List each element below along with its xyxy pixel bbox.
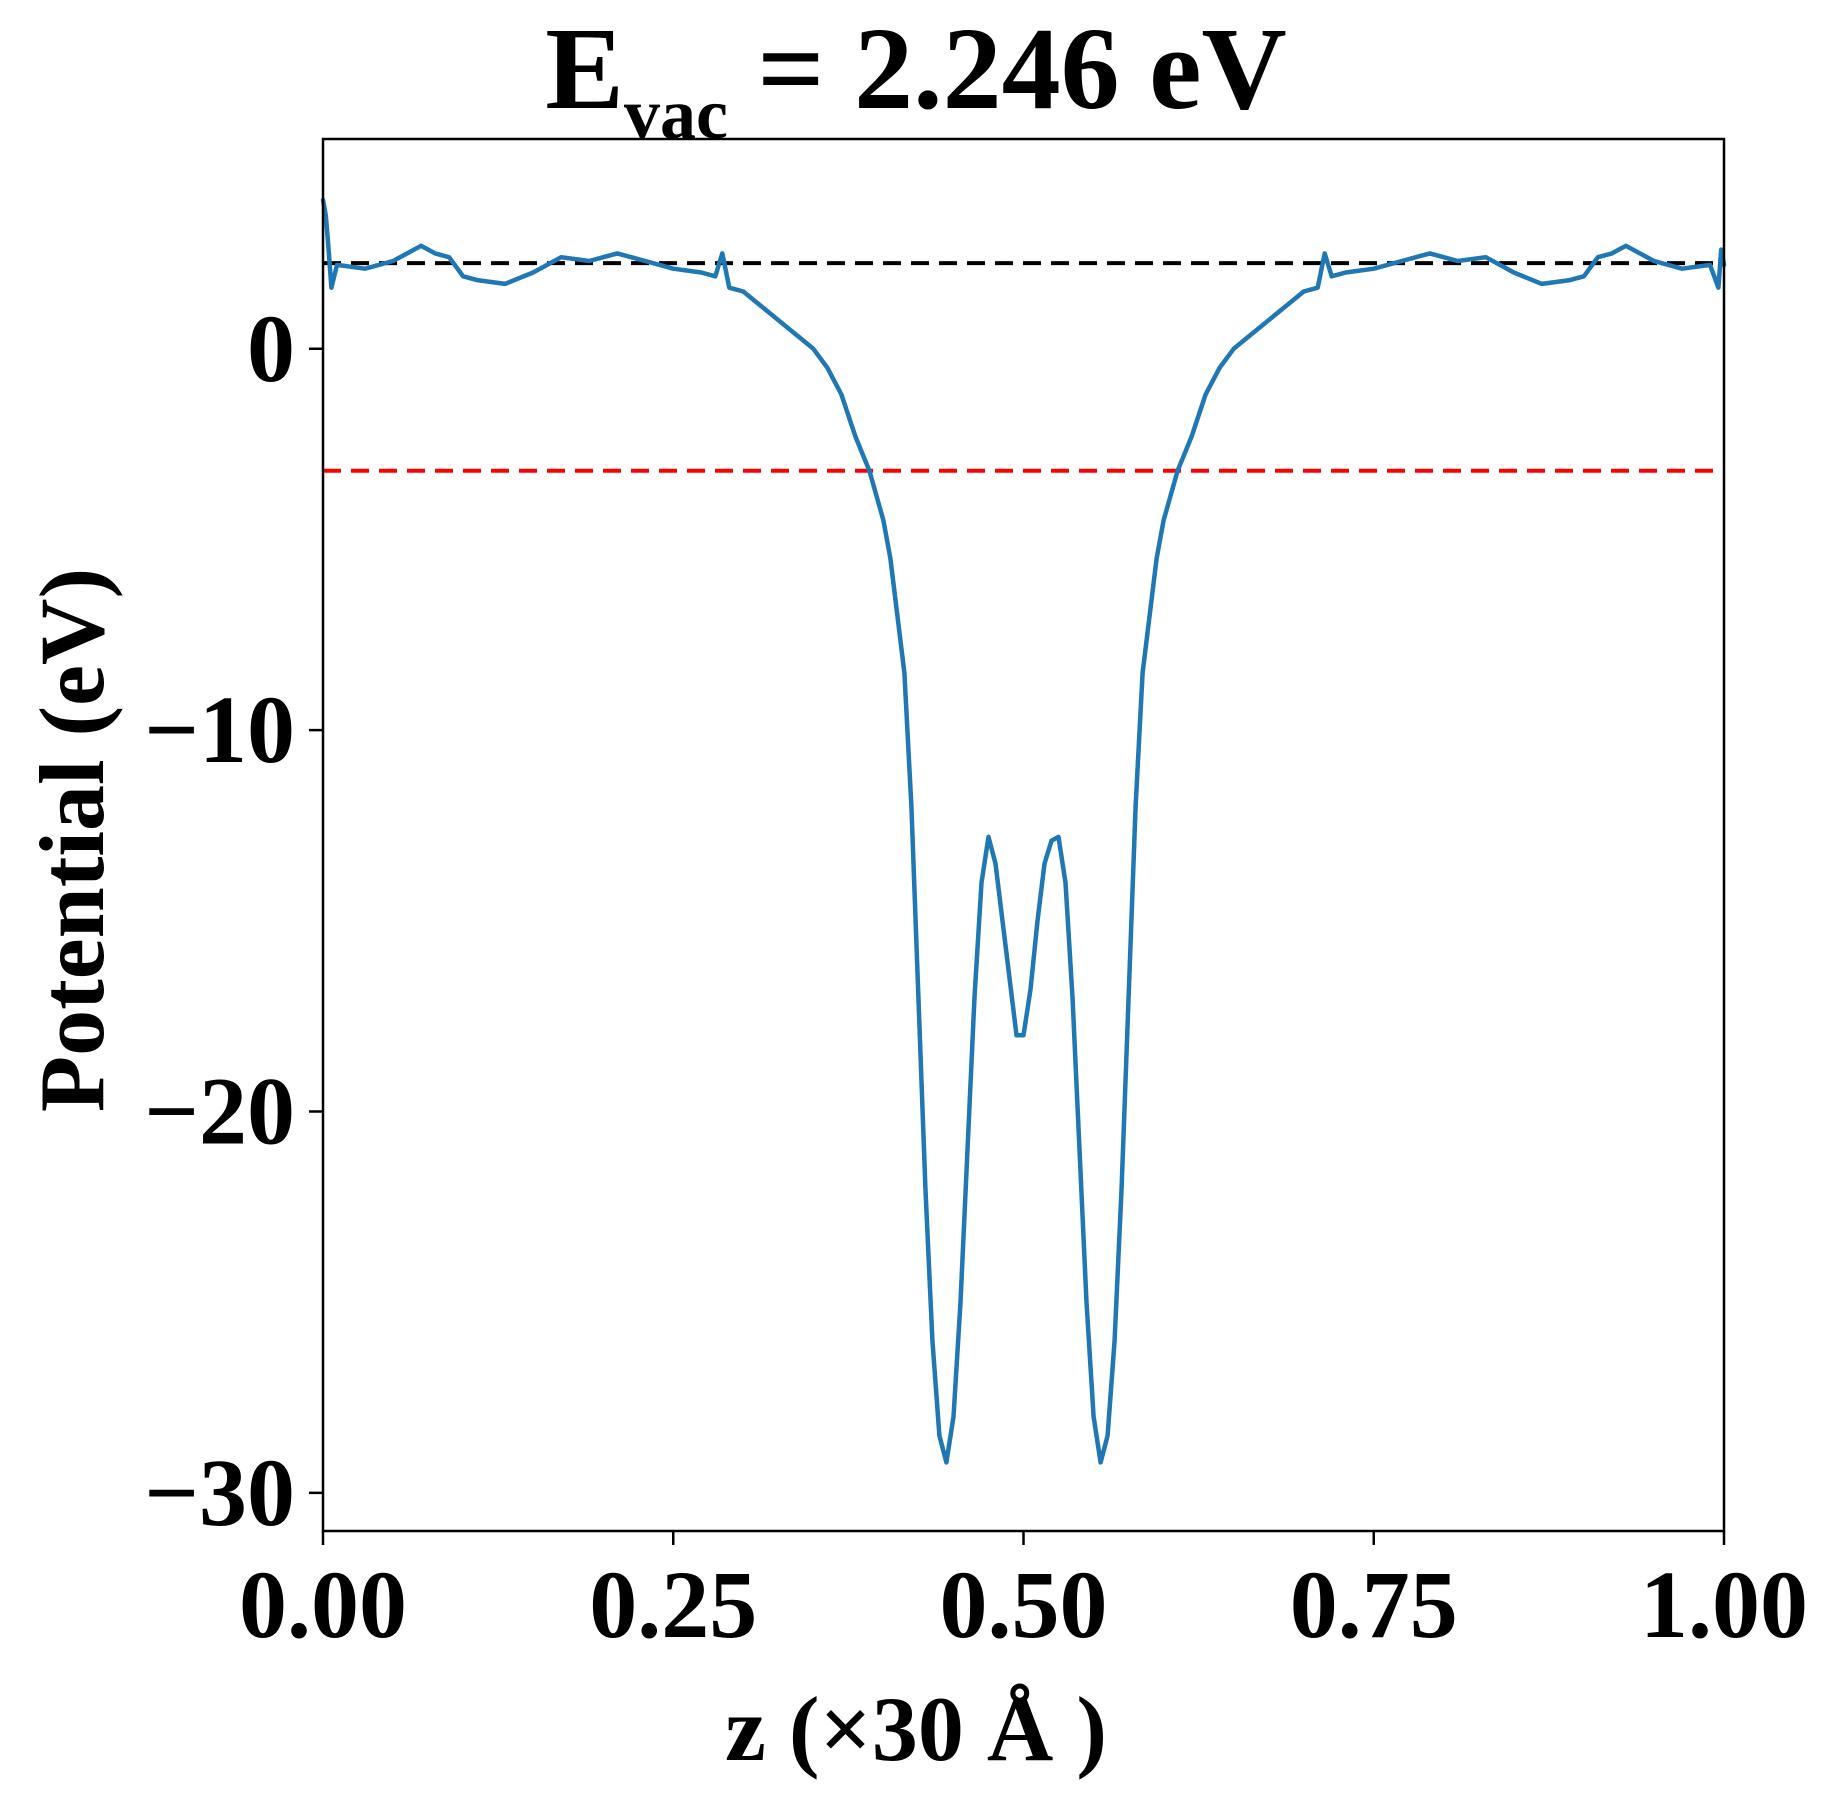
chart-title-subscript: vac — [624, 74, 728, 154]
y-tick-label: −20 — [144, 1057, 295, 1164]
chart-title: Evac = 2.246 eV — [545, 3, 1287, 154]
y-tick-label: −30 — [144, 1439, 295, 1546]
axis-ticks: 0.00 0.25 0.50 0.75 1.00 0 −10 −20 −30 — [144, 295, 1808, 1658]
y-tick-label: 0 — [247, 295, 295, 402]
x-tick-label: 0.50 — [940, 1551, 1108, 1658]
x-tick-label: 1.00 — [1640, 1551, 1808, 1658]
plot-frame — [321, 137, 1726, 1533]
potential-series-line — [320, 197, 1727, 1465]
x-tick-label: 0.75 — [1290, 1551, 1458, 1658]
chart-title-value: = 2.246 eV — [728, 3, 1287, 134]
y-axis-label: Potential (eV) — [21, 568, 123, 1112]
x-axis-label: z (×30 Å ) — [725, 1678, 1107, 1780]
plot-area — [320, 137, 1727, 1533]
y-tick-label: −10 — [144, 676, 295, 783]
x-tick-label: 0.00 — [239, 1551, 407, 1658]
x-tick-label: 0.25 — [589, 1551, 757, 1658]
chart-title-symbol: E — [545, 3, 624, 134]
